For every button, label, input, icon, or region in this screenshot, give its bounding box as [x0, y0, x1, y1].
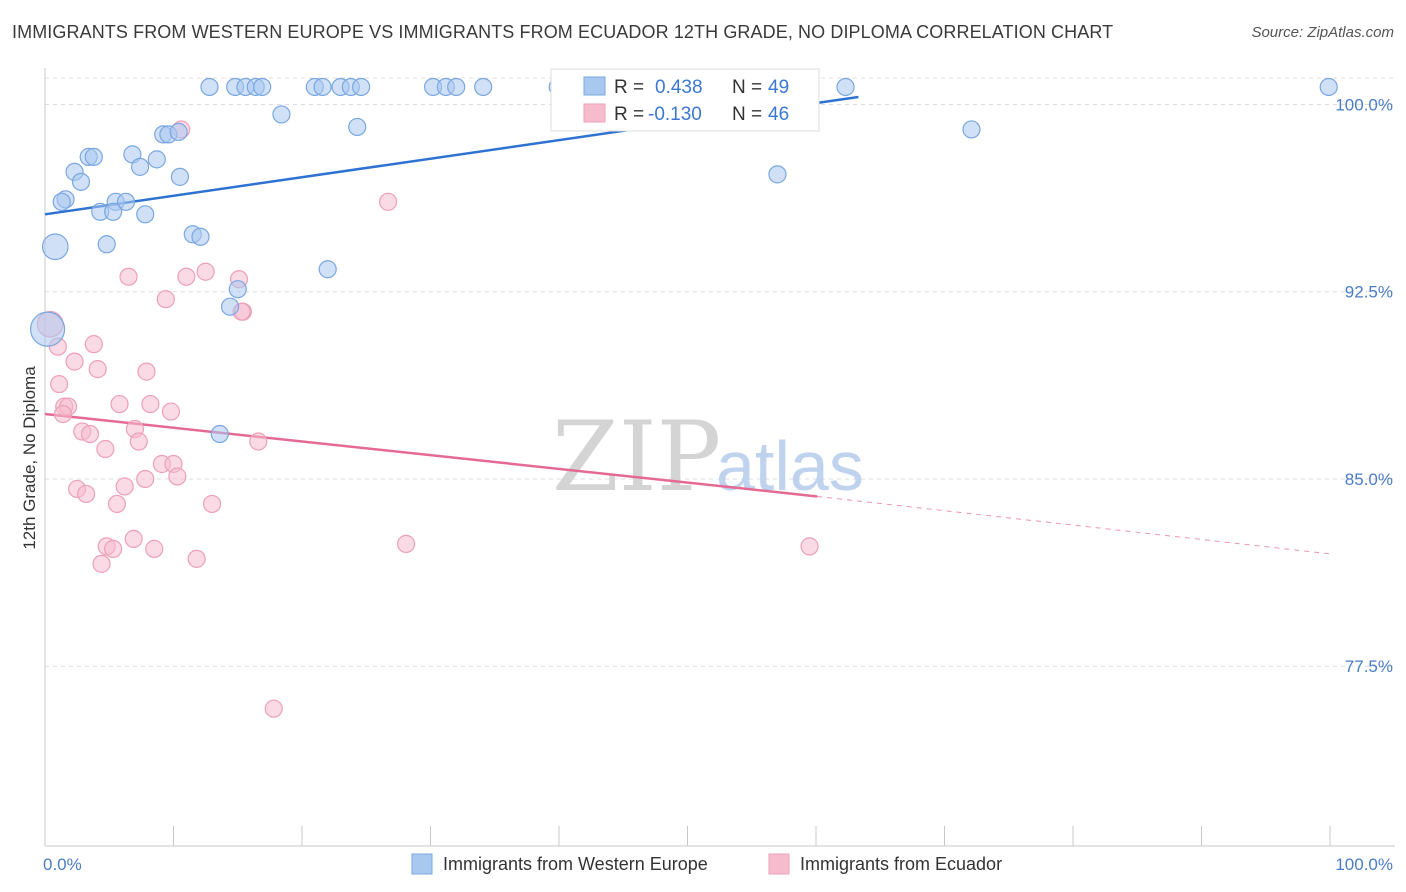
- point-western-europe: [169, 122, 188, 142]
- point-ecuador: [115, 477, 134, 496]
- point-ecuador: [65, 352, 84, 371]
- point-western-europe: [200, 77, 219, 97]
- stats-legend: R = 0.438 N = 49 R = -0.130 N = 46: [550, 68, 820, 132]
- point-ecuador: [119, 267, 138, 286]
- chart-title: IMMIGRANTS FROM WESTERN EUROPE VS IMMIGR…: [12, 22, 1114, 42]
- stats-n-value-pink: 46: [768, 104, 789, 125]
- point-ecuador: [107, 494, 127, 514]
- point-western-europe: [84, 147, 103, 166]
- y-tick-label: 92.5%: [1345, 283, 1393, 302]
- stats-n-label-pink: N =: [732, 104, 762, 125]
- legend-label-ecuador: Immigrants from Ecuador: [800, 854, 1002, 874]
- point-western-europe: [220, 297, 240, 316]
- point-western-europe: [191, 227, 210, 246]
- x-tick-label: 100.0%: [1335, 855, 1393, 874]
- point-ecuador: [196, 262, 215, 281]
- gridlines: [45, 77, 1395, 667]
- point-ecuador: [124, 529, 143, 548]
- point-ecuador: [378, 192, 398, 211]
- point-western-europe: [348, 117, 367, 137]
- y-axis-title: 12th Grade, No Diploma: [20, 366, 39, 550]
- point-ecuador: [88, 360, 107, 379]
- point-western-europe: [116, 192, 136, 211]
- point-western-europe: [318, 260, 337, 279]
- stats-swatch-blue: [583, 76, 606, 96]
- point-ecuador: [92, 554, 111, 573]
- point-western-europe: [97, 235, 116, 254]
- legend-swatch-ecuador: [768, 853, 790, 875]
- stats-n-label-blue: N =: [732, 77, 762, 98]
- point-western-europe: [52, 192, 71, 211]
- point-western-europe: [768, 165, 787, 184]
- point-ecuador: [161, 402, 181, 421]
- point-western-europe: [136, 205, 155, 224]
- point-western-europe: [130, 157, 150, 176]
- point-ecuador: [168, 467, 187, 486]
- stats-swatch-pink: [583, 103, 606, 123]
- point-western-europe: [1319, 77, 1338, 97]
- point-ecuador: [800, 537, 819, 556]
- point-western-europe: [962, 120, 981, 139]
- stats-r-value-pink: -0.130: [648, 104, 702, 125]
- point-ecuador: [136, 469, 155, 489]
- axis-labels: 77.5% 85.0% 92.5% 100.0% 0.0% 100.0% 12th Grad…: [20, 95, 1393, 874]
- y-tick-label: 85.0%: [1345, 470, 1393, 489]
- series-legend: Immigrants from Western Europe Immigrant…: [411, 853, 1002, 875]
- point-western-europe: [210, 424, 229, 444]
- x-tick-label: 0.0%: [43, 855, 82, 874]
- point-western-europe: [447, 77, 466, 97]
- point-western-europe: [313, 77, 332, 97]
- point-western-europe: [474, 77, 493, 97]
- point-ecuador: [187, 549, 206, 568]
- point-ecuador: [177, 267, 196, 286]
- point-western-europe: [29, 311, 66, 347]
- source-credit: Source: ZipAtlas.com: [1251, 24, 1394, 41]
- point-ecuador: [110, 394, 129, 414]
- point-western-europe: [228, 280, 247, 299]
- point-ecuador: [80, 424, 100, 444]
- point-western-europe: [253, 77, 272, 97]
- point-ecuador: [137, 362, 156, 381]
- legend-label-western-europe: Immigrants from Western Europe: [443, 854, 708, 874]
- point-western-europe: [41, 233, 69, 261]
- point-ecuador: [264, 699, 283, 718]
- axes: [44, 68, 1395, 847]
- point-ecuador: [141, 394, 160, 414]
- point-western-europe: [352, 77, 371, 97]
- point-ecuador: [96, 439, 115, 459]
- point-western-europe: [836, 77, 855, 97]
- point-western-europe: [71, 172, 91, 191]
- point-ecuador: [202, 494, 222, 514]
- watermark-atlas: atlas: [716, 427, 864, 505]
- point-ecuador: [249, 432, 268, 451]
- stats-r-value-blue: 0.438: [655, 77, 703, 98]
- trend-line-ecuador-extrapolated: [817, 495, 1331, 555]
- point-ecuador: [396, 534, 416, 553]
- y-tick-label: 100.0%: [1335, 95, 1393, 114]
- data-points: [29, 77, 1338, 718]
- stats-r-label-pink: R =: [614, 104, 644, 125]
- watermark-zip: ZIP: [552, 401, 721, 513]
- point-western-europe: [104, 202, 123, 221]
- stats-r-label-blue: R =: [614, 77, 644, 98]
- point-ecuador: [84, 335, 103, 354]
- point-ecuador: [104, 539, 123, 558]
- point-ecuador: [145, 539, 164, 558]
- stats-n-value-blue: 49: [768, 77, 789, 98]
- point-western-europe: [147, 150, 166, 169]
- point-ecuador: [53, 404, 73, 424]
- y-tick-label: 77.5%: [1345, 657, 1393, 676]
- point-ecuador: [50, 374, 69, 394]
- legend-swatch-western-europe: [411, 853, 433, 875]
- point-ecuador: [77, 484, 96, 504]
- point-western-europe: [272, 105, 291, 124]
- trend-line-ecuador: [44, 412, 818, 498]
- point-ecuador: [129, 432, 148, 451]
- point-ecuador: [156, 290, 175, 309]
- point-western-europe: [170, 167, 190, 186]
